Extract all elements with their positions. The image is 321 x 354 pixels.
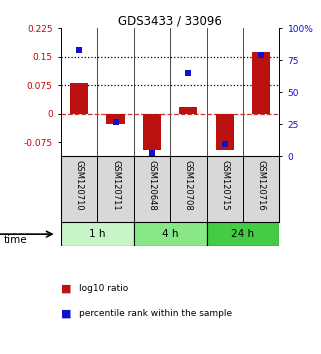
Text: GSM120715: GSM120715	[220, 160, 229, 210]
Bar	[252, 52, 270, 114]
Text: 4 h: 4 h	[162, 229, 178, 239]
Title: GDS3433 / 33096: GDS3433 / 33096	[118, 14, 222, 27]
Bar	[179, 107, 197, 114]
Text: ■: ■	[61, 284, 72, 293]
Text: time: time	[3, 235, 27, 245]
Bar	[143, 114, 161, 150]
Bar	[134, 222, 206, 246]
Bar	[70, 82, 88, 114]
Text: GSM120708: GSM120708	[184, 160, 193, 210]
Text: GSM120711: GSM120711	[111, 160, 120, 210]
Text: percentile rank within the sample: percentile rank within the sample	[79, 309, 232, 318]
Bar	[61, 222, 134, 246]
Bar	[107, 114, 125, 124]
Text: GSM120716: GSM120716	[256, 160, 265, 210]
Bar	[206, 222, 279, 246]
Text: 24 h: 24 h	[231, 229, 255, 239]
Text: ■: ■	[61, 308, 72, 318]
Text: 1 h: 1 h	[89, 229, 106, 239]
Text: GSM120710: GSM120710	[75, 160, 84, 210]
Text: log10 ratio: log10 ratio	[79, 284, 128, 293]
Bar	[216, 114, 234, 150]
Text: GSM120648: GSM120648	[147, 160, 156, 210]
